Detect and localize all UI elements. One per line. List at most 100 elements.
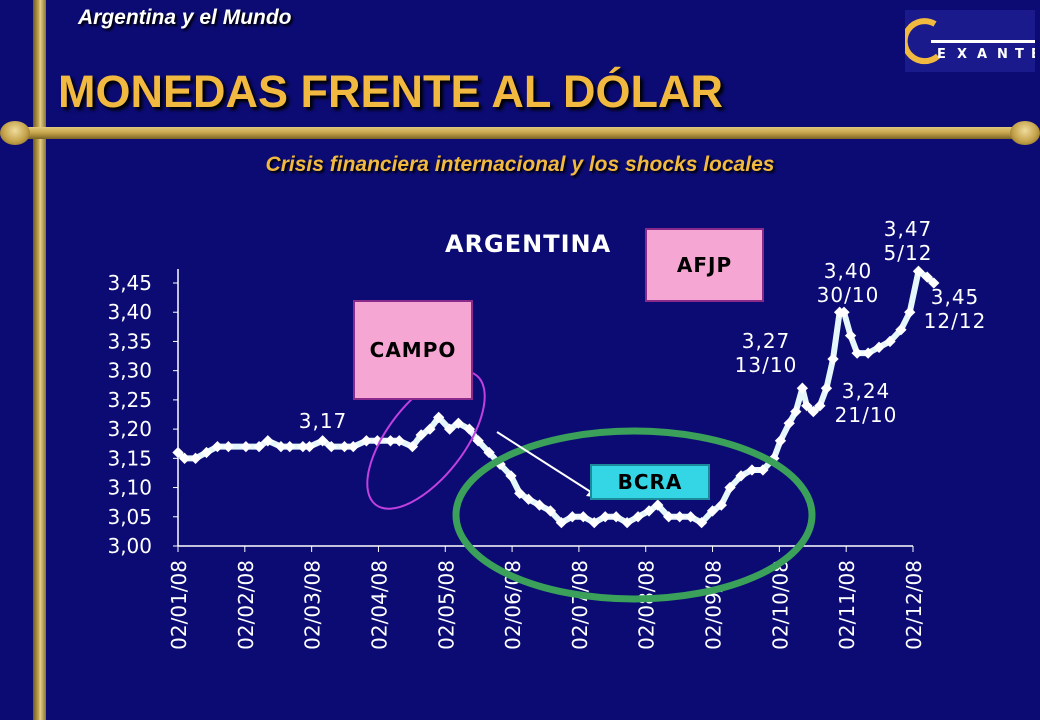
series-point (588, 516, 600, 529)
highlight-circle (452, 427, 816, 603)
annotation-date: 5/12 (884, 241, 933, 265)
series-point (371, 435, 384, 447)
annotation-value: 3,45 (931, 285, 980, 309)
series-point (211, 440, 224, 453)
series-point (643, 505, 655, 517)
series-point (757, 464, 769, 476)
series-point (807, 405, 819, 418)
series-point (360, 435, 373, 447)
series-point (275, 440, 287, 453)
gold-horizontal-bar (12, 127, 1028, 139)
series-point (895, 324, 907, 336)
series-point (284, 440, 296, 453)
series-point (222, 440, 235, 453)
series-point (297, 440, 309, 453)
series-point (566, 511, 578, 523)
series-point (684, 511, 697, 523)
x-tick-label: 02/11/08 (835, 560, 859, 650)
svg-text:N: N (997, 47, 1008, 62)
chart-title: ARGENTINA (445, 230, 611, 258)
series-point (921, 271, 933, 283)
series-point (347, 440, 359, 453)
series-point (189, 452, 202, 464)
section-header: Argentina y el Mundo (78, 6, 292, 29)
logo-swoosh-icon (901, 18, 940, 65)
series-point (724, 481, 736, 494)
series-point (384, 435, 397, 447)
series-point (544, 505, 557, 517)
series-point (851, 347, 863, 359)
annotation-date: 30/10 (817, 283, 880, 307)
callout-campo: CAMPO (353, 300, 473, 400)
series-point (674, 511, 686, 523)
series-point (522, 493, 535, 505)
series-point (801, 400, 813, 412)
series-point (912, 265, 925, 277)
annotation-date: 13/10 (735, 353, 798, 377)
annotation-value: 3,40 (824, 259, 873, 283)
annotation-value: 3,27 (742, 329, 791, 353)
series-point (338, 440, 351, 453)
series-point (472, 435, 484, 447)
series-point (316, 435, 329, 447)
series-point (706, 505, 719, 517)
series-point (393, 435, 405, 447)
series-point (873, 341, 885, 353)
series-point (610, 511, 622, 523)
y-tick-label: 3,15 (107, 446, 152, 470)
x-tick-label: 02/09/08 (702, 560, 726, 650)
series-point (827, 353, 839, 365)
series-point (695, 516, 708, 529)
series-point (303, 440, 316, 453)
series-point (555, 516, 568, 529)
series-point (240, 440, 252, 453)
series-point (796, 382, 809, 394)
x-tick-label: 02/04/08 (367, 560, 391, 650)
svg-text:X: X (957, 47, 967, 62)
series-point (632, 511, 644, 523)
series-point (533, 499, 546, 511)
annotation-value: 3,24 (842, 379, 891, 403)
series-point (452, 417, 465, 429)
x-tick-label: 02/02/08 (234, 560, 258, 650)
x-tick-label: 02/10/08 (768, 560, 792, 650)
svg-text:A: A (977, 47, 987, 62)
series-point (783, 417, 795, 429)
x-tick-label: 02/07/08 (568, 560, 592, 650)
series-point (406, 440, 419, 453)
campo-ellipse (366, 370, 486, 510)
series-point (820, 382, 833, 394)
y-tick-label: 3,20 (107, 417, 152, 441)
y-tick-label: 3,30 (107, 359, 152, 383)
series-point (735, 470, 747, 482)
series-point (325, 440, 338, 453)
series-point (483, 446, 495, 459)
series-point (790, 405, 802, 418)
x-tick-label: 02/12/08 (902, 560, 926, 650)
series-line (176, 268, 936, 526)
series-point (178, 452, 191, 464)
series-point (463, 423, 476, 435)
y-tick-label: 3,10 (107, 476, 152, 500)
annotation-value: 3,17 (299, 409, 348, 433)
bar-left-knob (0, 121, 30, 145)
y-tick-label: 3,05 (107, 505, 152, 529)
series-point (838, 306, 850, 318)
series-point (424, 423, 436, 435)
series-point (505, 470, 517, 482)
bar-right-knob (1010, 121, 1040, 145)
series-point (774, 435, 787, 447)
callout-bcra: BCRA (590, 464, 710, 500)
series-point (514, 487, 526, 500)
bcra-arrow (496, 431, 595, 495)
series-point (746, 464, 758, 476)
x-tick-label: 02/05/08 (434, 560, 458, 650)
series-point (663, 511, 675, 523)
annotation-value: 3,47 (884, 217, 933, 241)
callout-afjp: AFJP (645, 228, 764, 302)
x-tick-label: 02/01/08 (167, 560, 191, 650)
y-tick-label: 3,35 (107, 329, 152, 353)
series-point (814, 400, 826, 412)
